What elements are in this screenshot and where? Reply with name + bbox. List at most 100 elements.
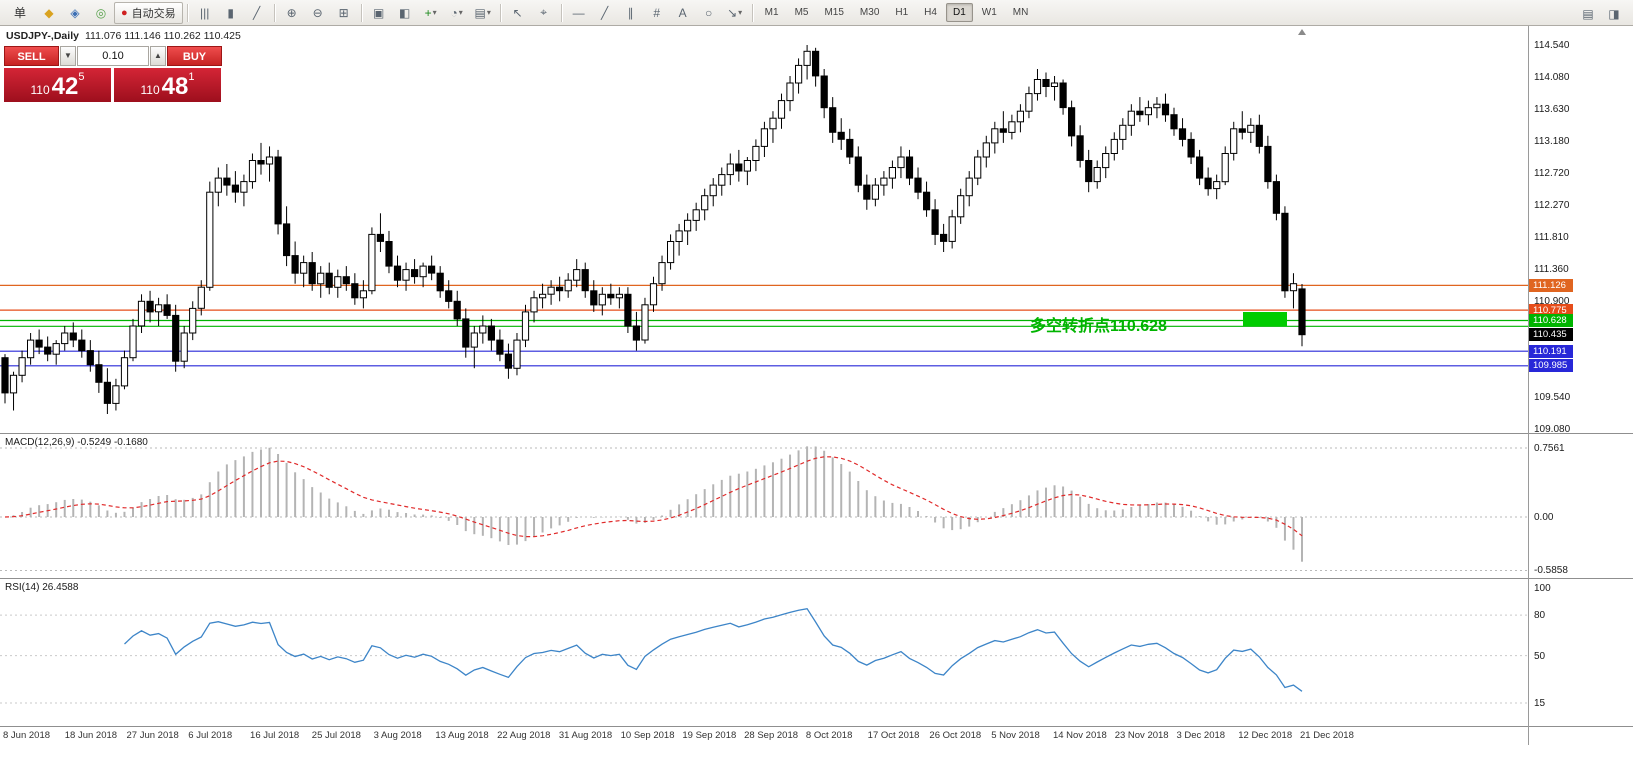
text-tool-icon[interactable]: A	[670, 2, 696, 24]
buy-button[interactable]: BUY	[167, 46, 222, 66]
time-axis-label: 8 Jun 2018	[3, 730, 51, 741]
channel-icon[interactable]: ∥	[618, 2, 644, 24]
chart-window-icon-glyph: ◈	[70, 5, 80, 20]
new-order-icon[interactable]: ◆	[36, 2, 62, 24]
timeframe-m1[interactable]: M1	[764, 7, 779, 18]
time-axis-label: 6 Jul 2018	[188, 730, 233, 741]
price-axis-tick: 114.080	[1534, 72, 1570, 84]
pivot-annotation-box[interactable]	[1243, 312, 1287, 326]
shapes-icon[interactable]: ○	[696, 2, 722, 24]
add-indicator-icon-dropdown[interactable]: ▾	[432, 8, 437, 17]
time-axis-label: 25 Jul 2018	[311, 730, 361, 741]
panel-divider	[0, 726, 1633, 727]
chart-window-icon[interactable]: ◈	[62, 2, 88, 24]
arrows-tool-icon-dropdown[interactable]: ▾	[738, 8, 743, 17]
time-axis-label: 22 Aug 2018	[497, 730, 551, 741]
macd-axis-tick: 0.00	[1534, 512, 1554, 524]
cascade-windows-icon[interactable]: ▣	[366, 2, 392, 24]
bar-chart-icon-glyph: |||	[199, 5, 210, 20]
zoom-out-icon[interactable]: ⊖	[305, 2, 331, 24]
cascade-windows-icon-glyph: ▣	[372, 5, 385, 20]
menu-order-label: 单	[13, 6, 26, 20]
toolbar-right-group: ▤ ◨	[1575, 3, 1627, 25]
toolbar: 单 ◆ ◈ ◎ ● 自动交易 ||| ▮ ╱ ⊕ ⊖ ⊞ ▣ ◧ + ▾ ◔ ▾ ▤ ▾ ↖ ⌖ — ╱ ∥ # A ○ ↘ ▾ M1 M5…	[0, 0, 1633, 26]
sell-price-display[interactable]: 110 42 5	[4, 68, 111, 102]
template-icon-dropdown[interactable]: ▾	[486, 8, 491, 17]
timeframe-h4[interactable]: H4	[924, 7, 937, 18]
time-axis-label: 26 Oct 2018	[929, 730, 982, 741]
price-axis-tick: 109.540	[1534, 392, 1571, 404]
market-watch-icon[interactable]: ◎	[88, 2, 114, 24]
layout-icon[interactable]: ◨	[1608, 7, 1620, 21]
time-axis-label: 13 Aug 2018	[435, 730, 489, 741]
periods-icon[interactable]: ◔ ▾	[444, 2, 470, 24]
lot-up-button[interactable]: ▲	[150, 46, 166, 66]
one-click-trading-panel: SELL ▼ ▲ BUY 110 42 5 110 48 1	[4, 46, 224, 102]
panel-divider[interactable]	[0, 433, 1633, 434]
time-axis-label: 28 Sep 2018	[744, 730, 799, 741]
template-icon-glyph: ▤	[474, 5, 486, 20]
lot-down-button[interactable]: ▼	[60, 46, 76, 66]
candlestick-chart-icon[interactable]: ▮	[218, 2, 244, 24]
timeframe-m15[interactable]: M15	[824, 7, 844, 18]
line-chart-icon[interactable]: ╱	[244, 2, 270, 24]
toolbar-separator	[499, 3, 501, 22]
timeframe-h1[interactable]: H1	[895, 7, 909, 18]
horizontal-line-icon[interactable]: —	[566, 2, 592, 24]
periods-icon-dropdown[interactable]: ▾	[458, 8, 463, 17]
cursor-icon[interactable]: ↖	[505, 2, 531, 24]
price-level-tag: 110.775	[1529, 303, 1573, 317]
autotrade-button[interactable]: ● 自动交易	[114, 1, 183, 24]
arrange-windows-icon[interactable]: ◧	[392, 2, 418, 24]
time-axis-label: 18 Jun 2018	[64, 730, 118, 741]
timeframe-m5[interactable]: M5	[794, 7, 809, 18]
time-axis-label: 8 Oct 2018	[805, 730, 853, 741]
toolbar-separator	[751, 3, 753, 22]
macd-indicator-panel[interactable]	[0, 434, 1528, 578]
time-axis-label: 12 Dec 2018	[1238, 730, 1293, 741]
menu-order[interactable]: 单	[4, 2, 36, 24]
fibonacci-icon-glyph: #	[653, 5, 660, 20]
panel-divider[interactable]	[0, 578, 1633, 579]
price-axis-tick: 114.540	[1534, 40, 1570, 51]
timeframe-mn[interactable]: MN	[1012, 7, 1029, 18]
arrows-tool-icon[interactable]: ↘ ▾	[722, 2, 748, 24]
toolbar-left-group: 单 ◆ ◈ ◎ ● 自动交易 ||| ▮ ╱ ⊕ ⊖ ⊞ ▣ ◧ + ▾ ◔ ▾ ▤ ▾ ↖ ⌖ — ╱ ∥ # A ○ ↘ ▾	[4, 1, 757, 24]
timeframe-m30[interactable]: M30	[859, 7, 880, 18]
crosshair-icon[interactable]: ⌖	[531, 2, 557, 24]
trendline-icon[interactable]: ╱	[592, 2, 618, 24]
zoom-in-icon-glyph: ⊕	[286, 5, 297, 20]
fibonacci-icon[interactable]: #	[644, 2, 670, 24]
autotrade-button-glyph: ●	[121, 6, 128, 19]
buy-price-display[interactable]: 110 48 1	[114, 68, 221, 102]
tile-windows-icon[interactable]: ⊞	[331, 2, 357, 24]
toolbar-separator	[186, 3, 188, 22]
timeframe-d1[interactable]: D1	[945, 3, 973, 22]
timeframe-w1[interactable]: W1	[981, 7, 997, 18]
rsi-indicator-panel[interactable]	[0, 579, 1528, 726]
zoom-out-icon-glyph: ⊖	[312, 5, 323, 20]
arrows-tool-icon-glyph: ↘	[727, 5, 738, 20]
buy-price-base: 110	[140, 83, 160, 97]
time-axis-label: 23 Nov 2018	[1114, 730, 1169, 741]
time-axis-label: 16 Jul 2018	[250, 730, 300, 741]
bar-chart-icon[interactable]: |||	[192, 2, 218, 24]
lot-input[interactable]	[77, 46, 149, 66]
new-order-icon-glyph: ◆	[44, 5, 54, 20]
add-indicator-icon[interactable]: + ▾	[418, 2, 444, 24]
periods-icon-glyph: ◔	[450, 5, 458, 20]
template-icon[interactable]: ▤ ▾	[470, 2, 496, 24]
tile-windows-icon-glyph: ⊞	[338, 5, 349, 20]
time-axis-label: 14 Nov 2018	[1052, 730, 1107, 741]
price-level-tag: 110.191	[1529, 344, 1573, 358]
alerts-icon[interactable]: ▤	[1582, 7, 1594, 21]
cursor-icon-glyph: ↖	[512, 5, 523, 20]
pivot-annotation-text: 多空转折点110.628	[1030, 318, 1167, 335]
price-chart[interactable]	[0, 26, 1528, 433]
time-axis-label: 17 Oct 2018	[867, 730, 920, 741]
time-axis-label: 10 Sep 2018	[620, 730, 675, 741]
zoom-in-icon[interactable]: ⊕	[279, 2, 305, 24]
sell-button[interactable]: SELL	[4, 46, 59, 66]
price-level-tag: 109.985	[1529, 359, 1573, 373]
sell-price-base: 110	[30, 83, 50, 97]
